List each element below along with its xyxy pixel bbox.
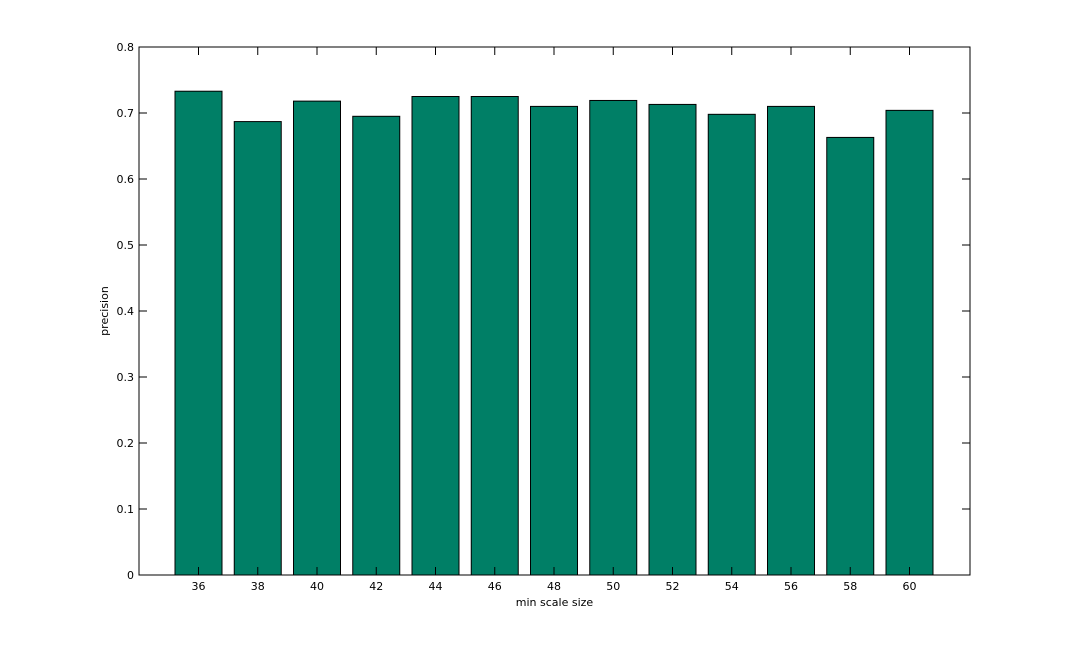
bar-40 — [293, 100, 341, 576]
y-axis-label: precision — [98, 286, 111, 336]
x-tick-label: 48 — [547, 580, 561, 593]
x-tick-label: 50 — [606, 580, 620, 593]
bar-58 — [826, 136, 875, 576]
x-tick-label: 38 — [251, 580, 265, 593]
bar-44 — [411, 96, 460, 576]
x-tick-label: 36 — [192, 580, 206, 593]
bar-38 — [233, 121, 282, 576]
bar-60 — [885, 109, 934, 576]
y-axis-ticks: 0 0.1 0.2 0.3 0.4 0.5 0.6 0.7 0.8 — [117, 41, 970, 582]
y-tick-label: 0.7 — [117, 107, 135, 120]
bar-56 — [767, 105, 815, 576]
bars-group — [174, 90, 934, 576]
x-tick-label: 40 — [310, 580, 324, 593]
x-tick-label: 54 — [725, 580, 739, 593]
x-tick-label: 46 — [488, 580, 502, 593]
x-tick-label: 56 — [784, 580, 798, 593]
bar-54 — [707, 113, 756, 576]
x-tick-label: 44 — [429, 580, 443, 593]
bar-50 — [589, 99, 638, 576]
bar-42 — [352, 115, 401, 576]
y-tick-label: 0.3 — [117, 371, 135, 384]
bar-46 — [470, 96, 519, 576]
y-tick-label: 0.2 — [117, 437, 135, 450]
y-tick-label: 0 — [127, 569, 134, 582]
x-tick-label: 42 — [369, 580, 383, 593]
x-tick-label: 58 — [843, 580, 857, 593]
bar-48 — [530, 105, 578, 576]
x-tick-label: 60 — [903, 580, 917, 593]
x-axis-ticks: 36 38 40 42 44 46 48 50 52 54 56 58 60 — [192, 47, 917, 593]
y-tick-label: 0.8 — [117, 41, 135, 54]
x-tick-label: 52 — [666, 580, 680, 593]
y-tick-label: 0.4 — [117, 305, 135, 318]
y-tick-label: 0.6 — [117, 173, 135, 186]
bar-36 — [174, 90, 223, 576]
x-axis-label: min scale size — [516, 596, 594, 609]
bar-52 — [648, 103, 697, 576]
y-tick-label: 0.1 — [117, 503, 135, 516]
y-tick-label: 0.5 — [117, 239, 135, 252]
